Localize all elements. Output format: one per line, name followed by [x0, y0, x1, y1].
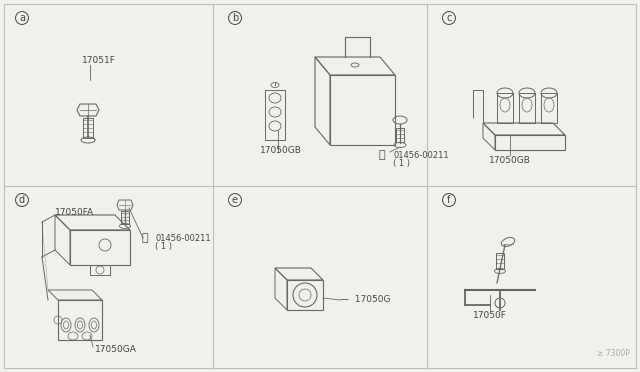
Text: 17051F: 17051F: [82, 55, 116, 64]
Text: a: a: [19, 13, 25, 23]
Bar: [396, 128, 404, 142]
Text: —  17050G: — 17050G: [340, 295, 390, 305]
Text: e: e: [232, 195, 238, 205]
Bar: [287, 280, 323, 310]
Text: f: f: [447, 195, 451, 205]
Bar: [70, 230, 130, 265]
Bar: [495, 135, 565, 150]
Text: 17050GB: 17050GB: [489, 155, 531, 164]
Bar: [541, 93, 557, 123]
Text: ≥ 7300P: ≥ 7300P: [597, 349, 630, 358]
Text: d: d: [19, 195, 25, 205]
Text: 17050GB: 17050GB: [260, 145, 302, 154]
Text: 17050F: 17050F: [473, 311, 507, 320]
Bar: [330, 75, 395, 145]
Text: c: c: [446, 13, 452, 23]
Text: Ⓢ: Ⓢ: [141, 233, 148, 243]
Bar: [496, 253, 504, 269]
Bar: [121, 211, 129, 224]
Text: ( 1 ): ( 1 ): [155, 241, 172, 250]
Bar: [83, 118, 93, 138]
Text: Ⓢ: Ⓢ: [379, 150, 385, 160]
Bar: [519, 93, 535, 123]
Text: 17050FA: 17050FA: [55, 208, 94, 217]
Bar: [497, 93, 513, 123]
Bar: [265, 90, 285, 140]
Text: b: b: [232, 13, 238, 23]
Text: 01456-00211: 01456-00211: [155, 234, 211, 243]
Text: ( 1 ): ( 1 ): [393, 158, 410, 167]
Text: 17050GA: 17050GA: [95, 346, 137, 355]
Bar: [90, 265, 110, 275]
Text: 01456-00211: 01456-00211: [393, 151, 449, 160]
Bar: [58, 300, 102, 340]
